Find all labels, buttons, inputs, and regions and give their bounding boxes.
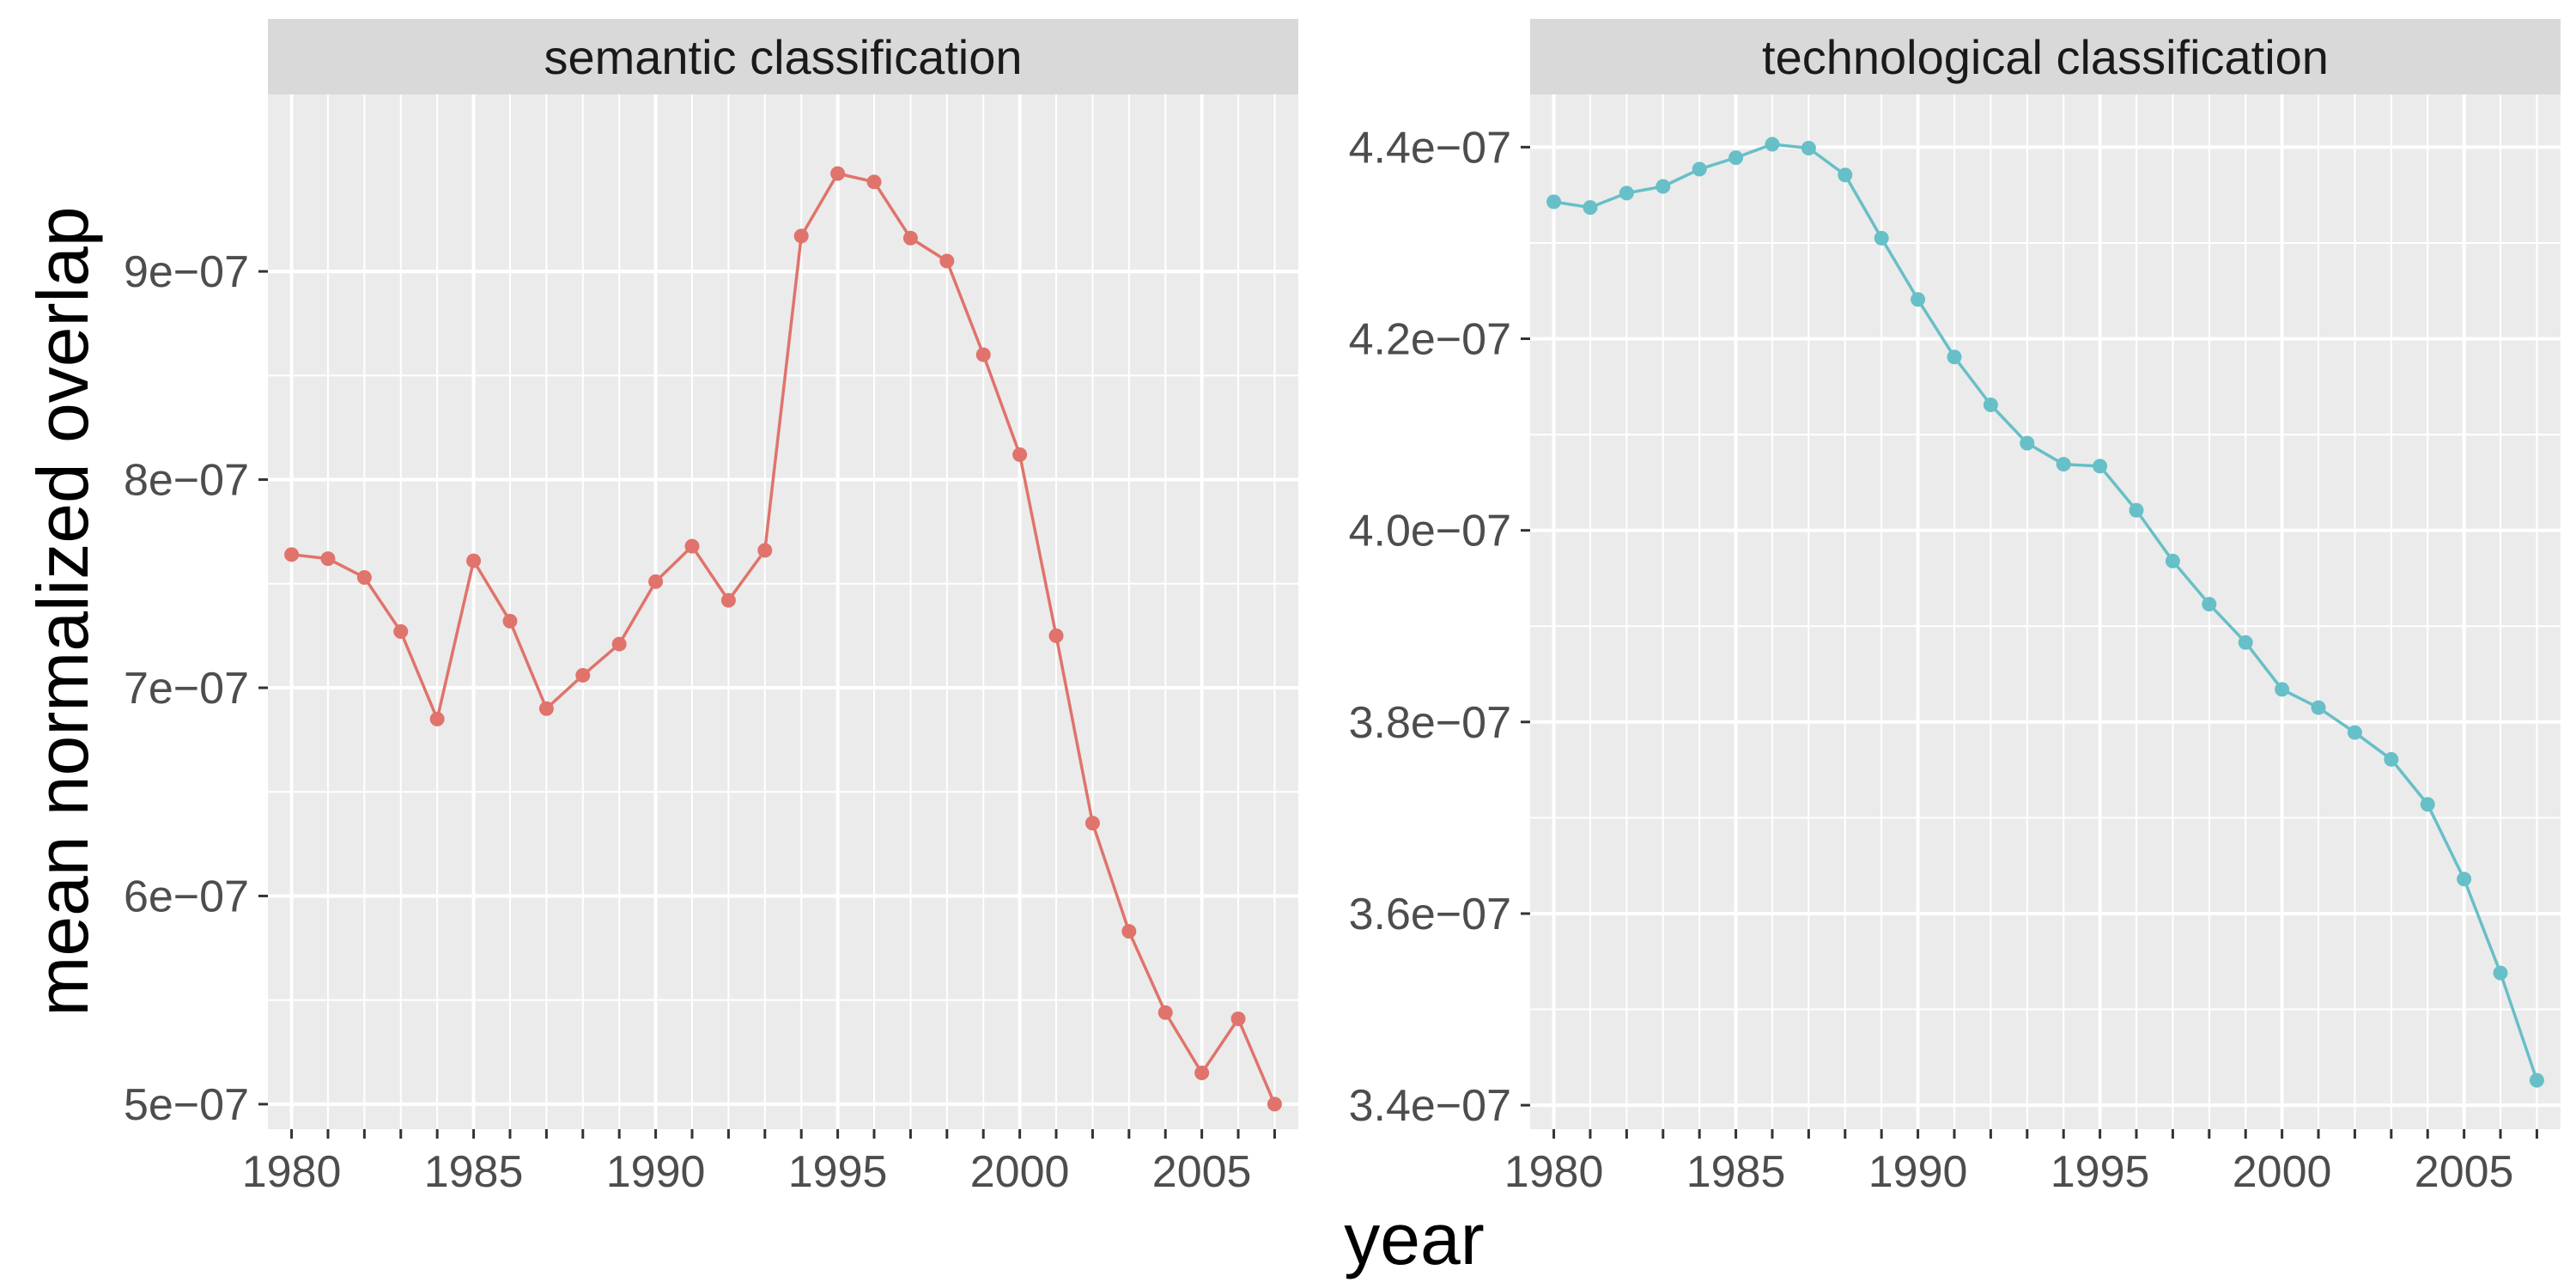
- y-tick-label: 8e−07: [124, 456, 249, 506]
- data-point: [2384, 752, 2398, 767]
- data-point: [1874, 231, 1889, 246]
- y-tick-label: 3.6e−07: [1349, 890, 1511, 939]
- data-point: [2348, 726, 2362, 740]
- y-tick-label: 7e−07: [124, 664, 249, 714]
- data-point: [648, 574, 663, 589]
- data-point: [2057, 457, 2071, 471]
- data-point: [939, 253, 954, 268]
- data-point: [976, 348, 991, 362]
- plot-area-semantic: [268, 94, 1298, 1129]
- data-point: [612, 637, 627, 652]
- panel-semantic: semantic classification 5e−07 6e−07 7e−0…: [124, 19, 1298, 1197]
- data-point: [2457, 872, 2471, 886]
- panel-technological: technological classification 3.4e−07 3.6…: [1349, 19, 2561, 1197]
- x-tick-label: 1980: [1504, 1147, 1604, 1197]
- strip-label-semantic: semantic classification: [544, 30, 1022, 84]
- x-tick-label: 1985: [1686, 1147, 1786, 1197]
- y-tick-label: 6e−07: [124, 872, 249, 921]
- data-point: [2166, 554, 2180, 568]
- data-point: [1194, 1066, 1209, 1080]
- x-tick-label: 1995: [2050, 1147, 2150, 1197]
- data-point: [284, 547, 299, 562]
- data-point: [1801, 141, 1816, 155]
- data-point: [867, 174, 882, 189]
- data-point: [1049, 629, 1064, 643]
- data-point: [721, 593, 736, 608]
- data-point: [2421, 797, 2435, 811]
- data-point: [575, 668, 590, 683]
- data-point: [2093, 459, 2107, 473]
- y-axis-title: mean normalized overlap: [22, 206, 103, 1016]
- x-tick-label: 1995: [788, 1147, 888, 1197]
- data-point: [2129, 503, 2144, 518]
- data-point: [2530, 1073, 2544, 1088]
- x-tick-label: 2005: [2415, 1147, 2514, 1197]
- x-tick-label: 2000: [970, 1147, 1070, 1197]
- y-tick-label: 4.2e−07: [1349, 315, 1511, 365]
- data-point: [2020, 436, 2034, 451]
- data-point: [2275, 682, 2289, 696]
- data-point: [684, 539, 699, 554]
- y-tick-label: 4.0e−07: [1349, 507, 1511, 556]
- data-point: [466, 554, 481, 568]
- data-point: [2239, 635, 2253, 650]
- y-tick-label: 3.8e−07: [1349, 698, 1511, 748]
- y-tick-label: 9e−07: [124, 247, 249, 297]
- data-point: [1838, 167, 1852, 182]
- x-tick-label: 1985: [424, 1147, 524, 1197]
- data-point: [1231, 1012, 1246, 1026]
- data-point: [1947, 349, 1961, 364]
- data-point: [1012, 447, 1027, 462]
- data-point: [1984, 398, 1998, 412]
- plot-area-technological: [1530, 94, 2561, 1129]
- data-point: [1583, 200, 1597, 215]
- data-point: [1728, 150, 1743, 165]
- data-point: [539, 702, 554, 716]
- x-tick-label: 1990: [606, 1147, 706, 1197]
- data-point: [430, 712, 445, 726]
- x-tick-label: 1990: [1868, 1147, 1968, 1197]
- data-point: [502, 614, 517, 629]
- data-point: [1121, 924, 1136, 939]
- x-axis-title: year: [1344, 1199, 1484, 1279]
- data-point: [1158, 1005, 1173, 1020]
- data-point: [1656, 179, 1670, 194]
- data-point: [1692, 162, 1707, 177]
- data-point: [1267, 1097, 1282, 1111]
- data-point: [1619, 185, 1634, 200]
- data-point: [830, 167, 845, 181]
- x-tick-label: 2005: [1152, 1147, 1252, 1197]
- data-point: [1085, 816, 1100, 830]
- data-point: [757, 543, 772, 557]
- data-point: [2494, 966, 2508, 981]
- data-point: [1911, 292, 1925, 307]
- data-point: [393, 624, 408, 639]
- data-point: [2202, 597, 2216, 611]
- y-tick-label: 4.4e−07: [1349, 123, 1511, 173]
- x-tick-label: 1980: [242, 1147, 342, 1197]
- x-tick-label: 2000: [2233, 1147, 2332, 1197]
- strip-label-technological: technological classification: [1762, 30, 2329, 84]
- data-point: [357, 570, 372, 585]
- data-point: [320, 551, 335, 566]
- y-tick-label: 3.4e−07: [1349, 1081, 1511, 1131]
- data-point: [2312, 701, 2326, 715]
- data-point: [903, 231, 918, 246]
- data-point: [1765, 137, 1779, 152]
- data-point: [1546, 194, 1561, 209]
- y-tick-label: 5e−07: [124, 1080, 249, 1130]
- data-point: [794, 228, 809, 243]
